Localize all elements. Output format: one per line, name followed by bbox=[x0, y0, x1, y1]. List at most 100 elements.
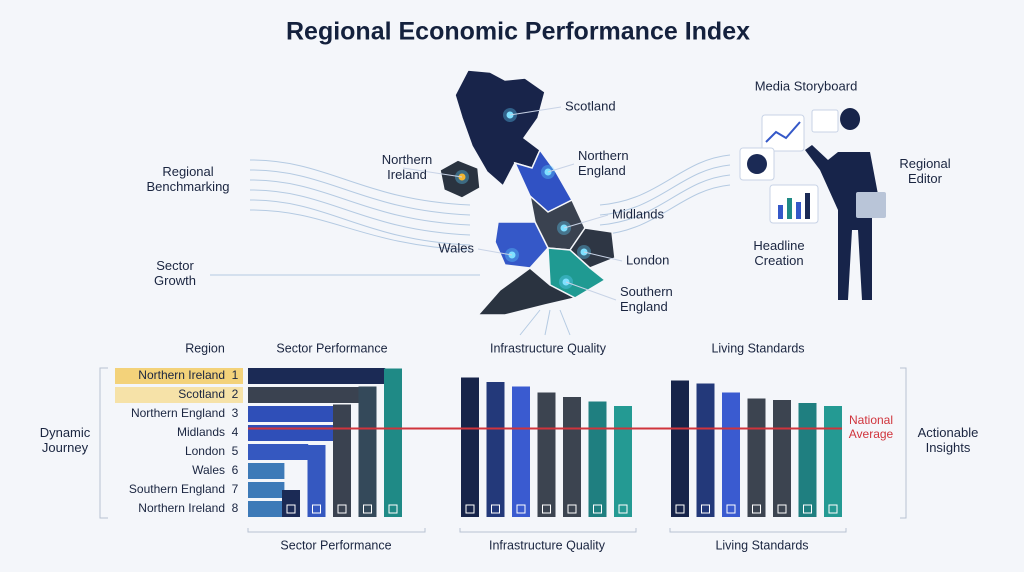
map-label: Ireland bbox=[387, 167, 427, 182]
rank-highlight bbox=[115, 368, 243, 384]
rank-name: Scotland bbox=[178, 387, 225, 401]
map-leader bbox=[565, 281, 617, 301]
side-label: Growth bbox=[154, 273, 196, 288]
bar bbox=[248, 406, 334, 422]
rank-number: 3 bbox=[232, 406, 239, 420]
map-label: England bbox=[578, 163, 626, 178]
rank-name: Northern England bbox=[131, 406, 225, 420]
map-leader bbox=[477, 248, 513, 256]
column bbox=[722, 392, 740, 517]
map-label: Northern bbox=[578, 148, 629, 163]
side-label: Regional bbox=[162, 164, 213, 179]
column bbox=[512, 386, 530, 517]
map-label: London bbox=[626, 252, 669, 267]
column bbox=[773, 400, 791, 517]
column-icon bbox=[701, 504, 710, 514]
bar bbox=[248, 387, 359, 403]
column-icon bbox=[465, 504, 475, 514]
bar bbox=[248, 425, 334, 441]
column bbox=[307, 445, 326, 517]
column-icon bbox=[828, 504, 838, 514]
rank-name: Wales bbox=[192, 463, 225, 477]
column bbox=[696, 383, 715, 517]
column bbox=[824, 406, 842, 517]
rank-number: 1 bbox=[232, 368, 239, 382]
ranking-header: Region bbox=[185, 341, 225, 355]
rank-number: 4 bbox=[232, 425, 239, 439]
side-label: Actionable bbox=[918, 425, 979, 440]
bar bbox=[248, 463, 285, 479]
rank-name: Northern Ireland bbox=[138, 501, 225, 515]
flow-lines bbox=[210, 154, 731, 336]
map-label: England bbox=[620, 299, 668, 314]
column bbox=[384, 368, 402, 517]
rank-name: Southern England bbox=[129, 482, 225, 496]
column-icon bbox=[286, 504, 296, 514]
column bbox=[588, 401, 607, 517]
bar bbox=[248, 501, 285, 517]
column-icon bbox=[388, 504, 398, 514]
panel-footer: Infrastructure Quality bbox=[489, 538, 606, 552]
map-label: Wales bbox=[438, 240, 474, 255]
column bbox=[486, 382, 505, 517]
column bbox=[747, 398, 766, 517]
panel-footer: Sector Performance bbox=[280, 538, 391, 552]
map-leader bbox=[402, 167, 463, 178]
rank-name: Northern Ireland bbox=[138, 368, 225, 382]
column-icon bbox=[542, 504, 551, 514]
map-label: Southern bbox=[620, 284, 673, 299]
column-icon bbox=[803, 504, 812, 514]
column-icon bbox=[491, 504, 500, 514]
column-icon bbox=[363, 504, 372, 514]
bar bbox=[248, 482, 285, 498]
map-leader bbox=[509, 106, 562, 116]
frame bbox=[99, 367, 907, 533]
column bbox=[798, 403, 817, 517]
panel-header: Infrastructure Quality bbox=[490, 341, 607, 355]
column-icon bbox=[777, 504, 787, 514]
rank-number: 7 bbox=[232, 482, 239, 496]
media-label: Headline bbox=[753, 238, 804, 253]
rank-number: 6 bbox=[232, 463, 239, 477]
uk-map bbox=[439, 69, 616, 316]
column bbox=[563, 397, 581, 517]
panel-footer: Living Standards bbox=[715, 538, 808, 552]
column-icon bbox=[516, 504, 526, 514]
map-label: Scotland bbox=[565, 98, 616, 113]
side-label: Insights bbox=[926, 440, 971, 455]
region-southern-england bbox=[476, 267, 578, 316]
side-label: Dynamic bbox=[40, 425, 91, 440]
column bbox=[671, 380, 689, 517]
rank-number: 2 bbox=[232, 387, 239, 401]
panel-header: Living Standards bbox=[711, 341, 804, 355]
column bbox=[358, 386, 377, 517]
media-title: Media Storyboard bbox=[755, 78, 858, 93]
national-average-label: National bbox=[849, 413, 893, 427]
column-icon bbox=[312, 504, 321, 514]
panel-header: Sector Performance bbox=[276, 341, 387, 355]
side-label: Benchmarking bbox=[146, 179, 229, 194]
side-label: Journey bbox=[42, 440, 89, 455]
rank-name: London bbox=[185, 444, 225, 458]
column-icon bbox=[593, 504, 602, 514]
column bbox=[537, 392, 556, 517]
column-icon bbox=[726, 504, 736, 514]
map-leader bbox=[583, 251, 623, 262]
rank-name: Midlands bbox=[177, 425, 225, 439]
bar bbox=[248, 444, 309, 460]
column-icon bbox=[567, 504, 577, 514]
media-label: Creation bbox=[754, 253, 803, 268]
column-icon bbox=[618, 504, 628, 514]
column-icon bbox=[752, 504, 761, 514]
rank-number: 8 bbox=[232, 501, 239, 515]
media-label: Editor bbox=[908, 171, 943, 186]
map-leader bbox=[547, 163, 575, 173]
map-label: Northern bbox=[382, 152, 433, 167]
title: Regional Economic Performance Index bbox=[286, 18, 750, 46]
column bbox=[461, 377, 479, 517]
national-average-label: Average bbox=[849, 427, 894, 441]
column bbox=[333, 404, 351, 517]
column bbox=[614, 406, 632, 517]
